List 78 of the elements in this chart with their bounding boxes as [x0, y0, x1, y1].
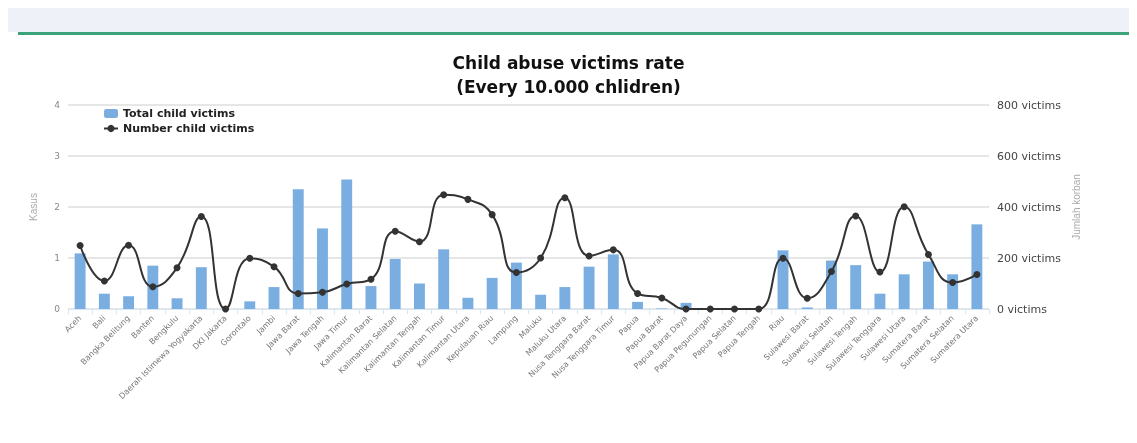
point	[900, 203, 908, 211]
bar	[607, 254, 619, 309]
bar	[74, 253, 86, 309]
bar	[365, 286, 377, 309]
bar	[292, 189, 304, 309]
y2-tick-label: 400 victims	[997, 200, 1062, 214]
bar	[583, 266, 595, 309]
point	[391, 227, 399, 235]
y2-tick-label: 200 victims	[997, 251, 1062, 265]
point	[149, 283, 157, 291]
point	[537, 254, 545, 262]
bar	[317, 228, 328, 309]
legend-label: Number child victims	[123, 122, 255, 135]
bar	[268, 287, 280, 309]
bar	[971, 224, 983, 309]
bar	[413, 283, 425, 309]
y2-tick-label: 600 victims	[997, 149, 1062, 163]
bar	[147, 265, 159, 309]
point	[803, 294, 811, 302]
point	[779, 254, 787, 262]
point	[343, 280, 351, 288]
bar	[171, 298, 183, 309]
y-tick-label: 0	[54, 304, 61, 314]
bar	[98, 293, 110, 309]
bar	[486, 277, 498, 309]
bar	[244, 301, 256, 309]
point	[755, 305, 763, 313]
point	[464, 195, 472, 203]
bar	[535, 294, 547, 309]
point	[561, 194, 569, 202]
point	[222, 305, 230, 313]
bar	[898, 274, 910, 309]
chart-title: Child abuse victims rate (Every 10.000 chlidren)	[452, 53, 685, 97]
point	[852, 212, 860, 220]
point	[125, 241, 133, 249]
point	[367, 275, 375, 283]
point	[76, 242, 84, 249]
point	[706, 305, 714, 313]
y2-tick-label: 0 victims	[997, 302, 1048, 316]
bar	[510, 262, 522, 309]
point	[294, 289, 302, 297]
point	[173, 264, 181, 272]
point	[246, 254, 254, 262]
point	[973, 271, 981, 279]
y2-tick-label: 800 victims	[997, 98, 1062, 112]
bar	[850, 265, 862, 309]
point	[440, 191, 448, 199]
y-axis-title: Kasus	[27, 193, 39, 221]
y2-axis-title: Jumlah korban	[1071, 174, 1083, 240]
point	[949, 278, 957, 286]
point	[924, 250, 932, 258]
y-tick-label: 1	[54, 253, 60, 263]
point	[609, 246, 617, 254]
bar	[462, 297, 474, 309]
point	[100, 277, 108, 285]
point	[270, 263, 278, 271]
point	[731, 305, 739, 313]
bar	[341, 179, 353, 309]
y-tick-label: 4	[54, 100, 61, 110]
point	[512, 269, 520, 277]
point	[827, 268, 835, 276]
bar	[123, 296, 135, 309]
bar	[559, 287, 571, 309]
bar	[389, 259, 401, 309]
legend-label: Total child victims	[123, 107, 236, 120]
y-tick-label: 3	[54, 151, 60, 161]
point	[634, 289, 642, 297]
bar	[195, 267, 207, 309]
y-tick-label: 2	[54, 202, 60, 212]
bar	[922, 261, 934, 309]
point	[488, 211, 496, 219]
bar	[874, 293, 886, 309]
point	[318, 288, 326, 296]
point	[415, 238, 423, 246]
point	[658, 294, 666, 302]
bar	[632, 301, 644, 309]
point	[197, 212, 205, 220]
bar	[438, 249, 450, 309]
